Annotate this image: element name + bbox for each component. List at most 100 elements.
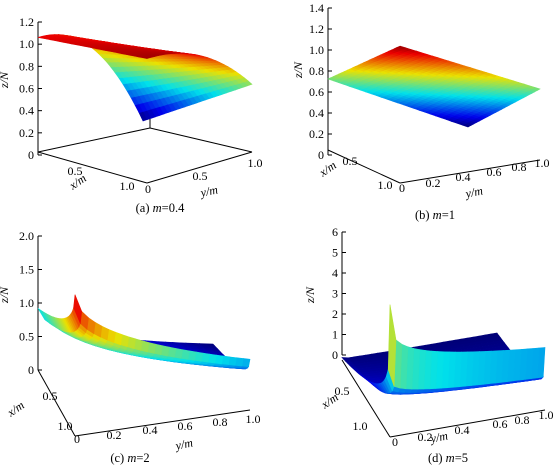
- z-tick-label: 1.4: [309, 1, 324, 15]
- z-tick-label: 0.5: [19, 330, 34, 344]
- surface-cell: [73, 294, 83, 325]
- y-axis-label: y/m: [198, 182, 219, 200]
- y-axis-line: [389, 409, 546, 438]
- z-tick-label: 2: [332, 307, 338, 321]
- surface-cell: [387, 304, 397, 387]
- caption-prefix: (b): [415, 208, 433, 222]
- z-axis-label: z/N: [0, 71, 11, 89]
- z-tick-label: 2.0: [19, 229, 34, 243]
- z-tick-label: 3: [332, 287, 338, 301]
- panel-a: 00.20.40.60.81.01.20.51.0 00.51.0z/Nx/m y/…: [0, 15, 263, 215]
- x-tick-label: 1.0: [58, 419, 73, 433]
- caption-value: =5: [455, 451, 468, 465]
- y-tick-label: 0.4: [143, 423, 158, 437]
- caption-variable: m: [446, 451, 455, 465]
- caption-value: =2: [136, 451, 149, 465]
- y-axis-label: y/m: [173, 435, 194, 453]
- caption-prefix: (d): [428, 451, 446, 465]
- caption-variable: m: [153, 201, 162, 215]
- y-tick-label: 0.8: [515, 413, 530, 427]
- z-tick-label: 0.6: [19, 82, 34, 96]
- y-tick-label: 0.8: [512, 160, 527, 174]
- caption-prefix: (c): [110, 451, 127, 465]
- surface-cell: [142, 56, 152, 59]
- y-axis-line: [74, 409, 251, 437]
- x-tick-label: 0.5: [68, 164, 83, 178]
- surface: [37, 34, 253, 122]
- x-tick-label: 0.5: [335, 384, 350, 398]
- panel-b: 0 0.2 0.4 0.6 0.8 1.0 1.2 1.4 0.5 1.0 0 0.2 0.4 0.6 0.…: [291, 1, 550, 222]
- panel-caption: (a) m=0.4: [136, 201, 185, 215]
- z-tick-label: 0.4: [309, 106, 324, 120]
- y-tick-label: 1.0: [539, 408, 553, 422]
- y-tick-label: 0.2: [426, 176, 441, 190]
- z-axis-label: z/N: [291, 61, 305, 79]
- y-axis-label: y/m: [428, 428, 449, 446]
- x-tick-label: 1.0: [120, 179, 135, 193]
- y-tick-label: 0.4: [455, 423, 470, 437]
- y-tick-label: 0.8: [213, 415, 228, 429]
- y-tick-label: 1.0: [246, 412, 261, 426]
- y-tick-label: 0: [392, 435, 398, 449]
- caption-value: =0.4: [162, 201, 185, 215]
- y-tick-label: 0: [145, 182, 151, 196]
- surface: [327, 45, 541, 128]
- z-tick-label: 1.0: [309, 43, 324, 57]
- box-edge: [149, 127, 253, 153]
- z-tick-label: 1.2: [19, 15, 34, 29]
- surface: [37, 294, 251, 370]
- y-axis-line: [399, 159, 541, 184]
- y-axis-line: [146, 151, 253, 184]
- z-tick-label: 0.8: [19, 59, 34, 73]
- y-tick-label: 0: [399, 181, 405, 195]
- z-tick-label: 1.5: [19, 263, 34, 277]
- z-tick-label: 0.4: [19, 104, 34, 118]
- z-tick-label: 0: [28, 148, 34, 162]
- y-tick-label: 1.0: [535, 156, 550, 170]
- z-tick-label: 0: [332, 348, 338, 362]
- z-tick-label: 1.0: [19, 37, 34, 51]
- y-tick-label: 0.6: [487, 165, 502, 179]
- z-tick-label: 0: [318, 148, 324, 162]
- z-tick-label: 1.0: [19, 296, 34, 310]
- panel-caption: (d) m=5: [428, 451, 468, 465]
- caption-variable: m: [127, 451, 136, 465]
- y-axis-label: y/m: [463, 183, 484, 201]
- panel-caption: (b) m=1: [415, 208, 455, 222]
- caption-variable: m: [433, 208, 442, 222]
- surface-cell: [396, 45, 407, 50]
- panel-c: 00.51.01.52.00.51.00 0.2 0.4 0.6 0.8 1.0z/Nx/…: [0, 229, 261, 465]
- x-axis-label: x/m: [4, 398, 27, 420]
- y-tick-label: 0.5: [193, 169, 208, 183]
- surface: [341, 304, 546, 395]
- y-tick-label: 0.2: [107, 428, 122, 442]
- y-tick-label: 0.2: [418, 430, 433, 444]
- y-tick-label: 0: [74, 432, 80, 446]
- x-axis-line: [37, 369, 76, 437]
- y-tick-label: 0.6: [178, 419, 193, 433]
- z-tick-label: 0: [28, 363, 34, 377]
- caption-prefix: (a): [136, 201, 153, 215]
- box-edge: [37, 127, 151, 153]
- z-tick-label: 5: [332, 246, 338, 260]
- z-tick-label: 6: [332, 225, 338, 239]
- z-tick-label: 1: [332, 328, 338, 342]
- z-tick-label: 4: [332, 266, 338, 280]
- z-tick-label: 0.8: [309, 64, 324, 78]
- z-axis-label: z/N: [303, 286, 317, 304]
- y-tick-label: 0.6: [493, 417, 508, 431]
- z-tick-label: 0.2: [19, 126, 34, 140]
- panel-caption: (c) m=2: [110, 451, 149, 465]
- z-tick-label: 0.6: [309, 85, 324, 99]
- z-tick-label: 0.2: [309, 127, 324, 141]
- z-tick-label: 1.2: [309, 22, 324, 36]
- x-tick-label: 1.0: [378, 178, 393, 192]
- y-tick-label: 1.0: [248, 156, 263, 170]
- x-axis-line: [327, 149, 401, 184]
- x-tick-label: 1.0: [353, 419, 368, 433]
- x-tick-label: 0.5: [43, 389, 58, 403]
- y-tick-label: 0.4: [456, 170, 471, 184]
- z-axis-label: z/N: [0, 286, 11, 304]
